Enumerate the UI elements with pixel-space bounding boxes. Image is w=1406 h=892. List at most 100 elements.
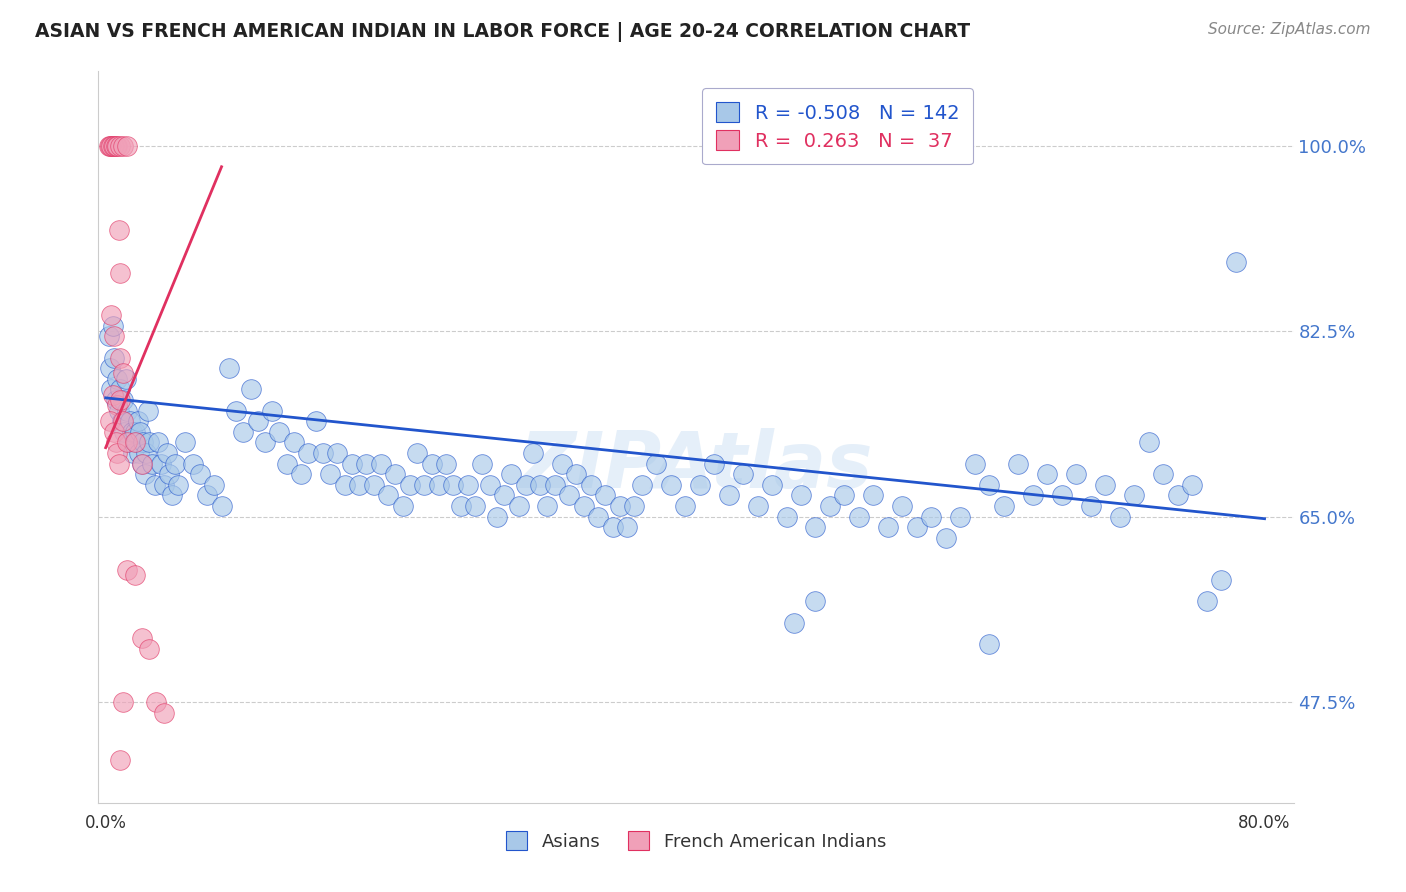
Point [104,392,127,407]
Point [105,446,128,460]
Point [595,488,617,502]
Point [508,499,530,513]
Point [225,403,247,417]
Point [146,435,169,450]
Point [804,520,827,534]
Point [370,457,392,471]
Point [112,367,135,381]
Point [246,414,269,428]
Point [101,387,124,401]
Text: ASIAN VS FRENCH AMERICAN INDIAN IN LABOR FORCE | AGE 20-24 CORRELATION CHART: ASIAN VS FRENCH AMERICAN INDIAN IN LABOR… [35,22,970,42]
Point [167,477,190,491]
Point [124,567,146,582]
Point [108,138,131,153]
Point [131,457,153,471]
Point [1108,509,1130,524]
Point [949,509,972,524]
Point [97,329,120,343]
Point [239,383,262,397]
Point [131,632,153,646]
Point [609,499,631,513]
Point [100,383,122,397]
Point [963,457,986,471]
Point [1080,499,1102,513]
Point [97,138,120,153]
Point [413,477,436,491]
Point [211,499,233,513]
Point [117,403,139,417]
Point [118,435,141,450]
Point [104,138,127,153]
Point [579,477,602,491]
Point [103,351,125,365]
Point [117,435,139,450]
Point [1167,488,1189,502]
Point [104,435,127,450]
Point [689,477,711,491]
Point [269,425,291,439]
Point [848,509,870,524]
Point [586,509,609,524]
Point [391,499,413,513]
Point [101,318,124,333]
Point [108,753,131,767]
Point [181,457,204,471]
Point [283,435,305,450]
Point [114,425,136,439]
Point [124,425,146,439]
Point [202,477,225,491]
Point [492,488,515,502]
Point [464,499,486,513]
Point [152,706,174,720]
Point [125,435,148,450]
Point [103,138,125,153]
Point [420,457,443,471]
Point [112,414,135,428]
Point [529,477,551,491]
Point [120,414,142,428]
Point [645,457,668,471]
Point [1022,488,1045,502]
Point [427,477,450,491]
Point [98,361,121,376]
Point [143,477,166,491]
Point [804,594,827,608]
Point [107,403,129,417]
Point [565,467,588,482]
Point [305,414,328,428]
Point [522,446,544,460]
Point [1181,477,1204,491]
Point [441,477,464,491]
Point [457,477,479,491]
Point [195,488,218,502]
Point [152,477,174,491]
Point [98,138,121,153]
Point [112,695,135,709]
Point [862,488,884,502]
Point [783,615,806,630]
Point [703,457,725,471]
Point [347,477,370,491]
Point [138,435,160,450]
Point [630,477,652,491]
Point [761,477,783,491]
Point [340,457,363,471]
Point [478,477,501,491]
Point [659,477,682,491]
Point [979,477,1001,491]
Point [105,398,128,412]
Point [790,488,813,502]
Point [134,467,156,482]
Point [131,457,153,471]
Point [276,457,298,471]
Point [673,499,696,513]
Point [141,457,163,471]
Point [333,477,356,491]
Point [145,695,167,709]
Point [312,446,335,460]
Point [117,563,139,577]
Point [979,637,1001,651]
Point [103,329,125,343]
Point [485,509,508,524]
Point [450,499,472,513]
